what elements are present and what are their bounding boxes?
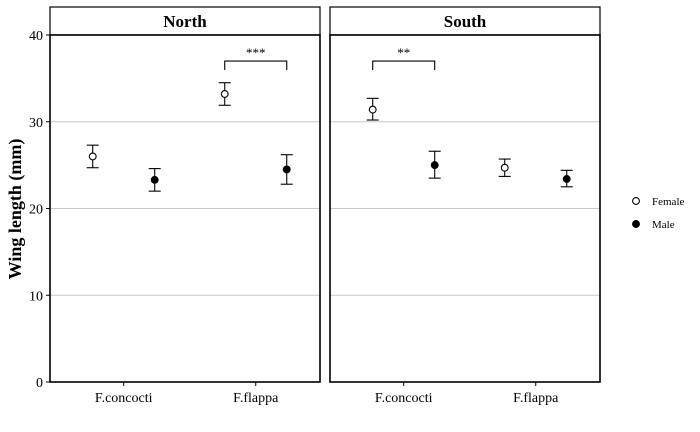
y-tick-label-40: 40 bbox=[29, 29, 43, 44]
panel-border-south bbox=[329, 34, 601, 383]
y-tick-label-20: 20 bbox=[29, 203, 43, 218]
significance-label-north-f-flappa: *** bbox=[246, 45, 266, 60]
legend-label-female: Female bbox=[652, 196, 684, 208]
legend-key-female bbox=[632, 197, 640, 205]
legend-label-male: Male bbox=[652, 219, 675, 231]
panel-border-north bbox=[49, 34, 321, 383]
data-point-north-f-concocti-female bbox=[88, 152, 97, 161]
data-point-south-f-concocti-female bbox=[368, 105, 377, 114]
facet-title-south: South bbox=[444, 12, 487, 31]
y-axis-title: Wing length (mm) bbox=[5, 139, 26, 280]
data-point-south-f-flappa-female bbox=[500, 163, 509, 172]
x-tick-label-south-f-concocti: F.concocti bbox=[375, 391, 433, 406]
facet-strip-north bbox=[49, 6, 321, 36]
x-tick-label-south-f-flappa: F.flappa bbox=[513, 391, 559, 406]
data-point-north-f-concocti-male bbox=[150, 175, 159, 184]
facet-title-north: North bbox=[163, 12, 207, 31]
legend-item-male: Male bbox=[632, 219, 675, 231]
significance-bracket-south-f-concocti bbox=[372, 60, 436, 71]
y-tick-label-10: 10 bbox=[29, 289, 43, 304]
facet-panel-north: North 0 10 20 30 40 F.concocti F.flappa *** bbox=[29, 6, 321, 406]
x-tick-label-north-f-concocti: F.concocti bbox=[95, 391, 153, 406]
data-point-north-f-flappa-male bbox=[282, 165, 291, 174]
data-point-south-f-concocti-male bbox=[430, 161, 439, 170]
y-tick-label-0: 0 bbox=[36, 376, 43, 391]
legend-item-female: Female bbox=[632, 196, 684, 208]
legend-key-male bbox=[632, 220, 640, 228]
data-point-north-f-flappa-female bbox=[220, 90, 229, 98]
y-tick-label-30: 30 bbox=[29, 116, 43, 131]
x-tick-label-north-f-flappa: F.flappa bbox=[233, 391, 279, 406]
panels-layer: North 0 10 20 30 40 F.concocti F.flappa *** South… bbox=[29, 6, 601, 406]
data-point-south-f-flappa-male bbox=[562, 175, 571, 183]
facet-panel-south: South F.concocti F.flappa ** bbox=[329, 6, 601, 406]
legend: Female Male bbox=[632, 196, 684, 231]
significance-label-south-f-concocti: ** bbox=[397, 45, 410, 60]
significance-bracket-north-f-flappa bbox=[224, 60, 288, 71]
